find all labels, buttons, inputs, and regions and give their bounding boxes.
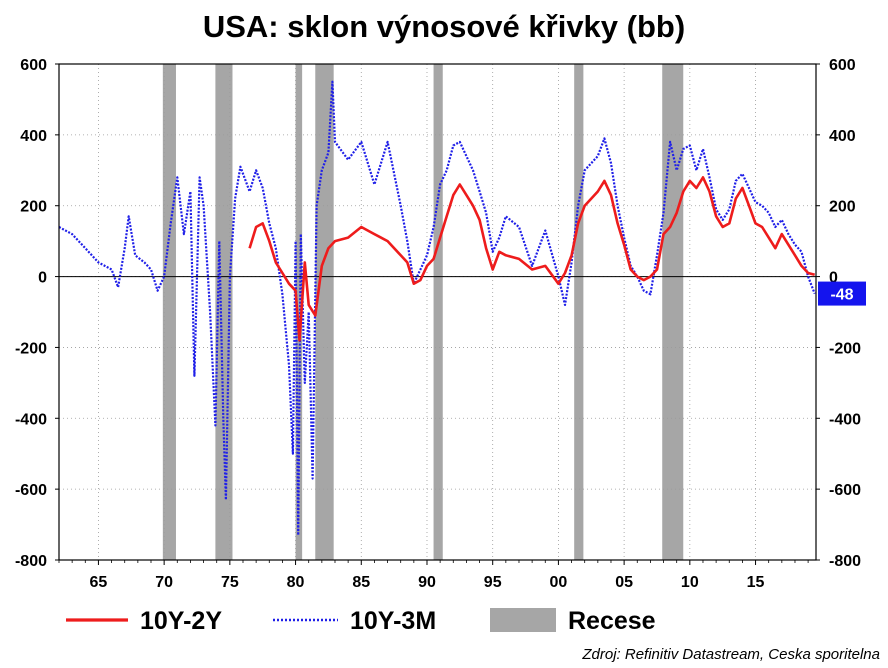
y-tick-label-right: -800	[829, 553, 861, 570]
end-value-box	[818, 281, 866, 306]
legend-label-recession: Recese	[568, 607, 656, 635]
y-tick-label-right: 0	[829, 270, 838, 287]
x-tick-label: 75	[221, 574, 239, 591]
y-tick-label-right: 200	[829, 199, 856, 216]
plot-frame	[58, 63, 817, 561]
x-tick-label: 80	[287, 574, 305, 591]
legend-label-10y-2y: 10Y-2Y	[140, 607, 222, 635]
x-tick-label: 85	[352, 574, 370, 591]
recession-band-5	[574, 64, 584, 560]
series-line-10y-2y	[248, 176, 816, 342]
end-value-label: -48	[830, 287, 853, 304]
x-tick-label: 95	[484, 574, 502, 591]
y-tick-label-right: -200	[829, 340, 861, 357]
y-tick-label-left: 400	[20, 128, 47, 145]
legend: 10Y-2Y 10Y-3M Recese	[66, 607, 656, 635]
chart-title: USA: sklon výnosové křivky (bb)	[203, 9, 685, 44]
y-tick-label-left: 600	[20, 57, 47, 74]
y-tick-label-left: 200	[20, 199, 47, 216]
y-tick-label-left: -600	[15, 482, 47, 499]
x-tick-label: 05	[615, 574, 633, 591]
x-tick-label: 90	[418, 574, 436, 591]
y-tick-label-left: -800	[15, 553, 47, 570]
x-tick-label: 00	[550, 574, 568, 591]
end-value-callout: -48	[818, 281, 866, 306]
y-tick-label-left: -400	[15, 411, 47, 428]
x-tick-label: 15	[747, 574, 765, 591]
x-tick-label: 70	[155, 574, 173, 591]
x-tick-label: 10	[681, 574, 699, 591]
y-tick-label-right: 400	[829, 128, 856, 145]
recession-band-0	[162, 64, 176, 560]
y-tick-label-right: -600	[829, 482, 861, 499]
x-tick-label: 65	[90, 574, 108, 591]
y-tick-label-left: 0	[38, 270, 47, 287]
recession-band-1	[215, 64, 233, 560]
y-tick-label-left: -200	[15, 340, 47, 357]
recession-band-4	[433, 64, 443, 560]
y-tick-label-right: 600	[829, 57, 856, 74]
series-line-10y-3m	[58, 80, 816, 537]
recession-band-6	[662, 64, 684, 560]
recession-band-2	[295, 64, 303, 560]
y-tick-label-right: -400	[829, 411, 861, 428]
source-note: Zdroj: Refinitiv Datastream, Ceska spori…	[581, 646, 880, 663]
recession-band-3	[315, 64, 334, 560]
series-lines	[58, 80, 816, 537]
legend-label-10y-3m: 10Y-3M	[350, 607, 436, 635]
legend-swatch-recession	[490, 608, 556, 632]
axis-ticks: -800 -800 -600 -600 -400 -400 -200 -200 0 200 200 4…	[15, 57, 861, 591]
